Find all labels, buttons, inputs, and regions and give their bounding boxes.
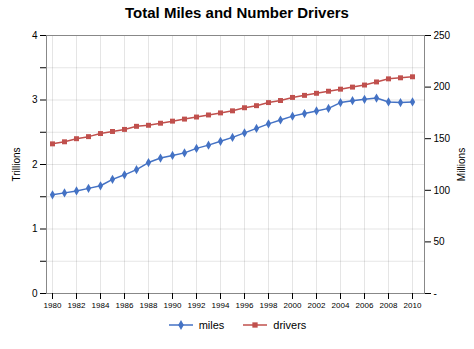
svg-text:150: 150: [434, 133, 451, 144]
svg-text:2002: 2002: [308, 301, 326, 310]
svg-text:2000: 2000: [284, 301, 302, 310]
svg-text:250: 250: [434, 30, 451, 41]
svg-text:Trillions: Trillions: [11, 147, 22, 181]
svg-text:1984: 1984: [92, 301, 110, 310]
svg-text:1988: 1988: [140, 301, 158, 310]
html-text:miles: miles: [198, 319, 225, 331]
svg-text:2008: 2008: [380, 301, 398, 310]
svg-text:1: 1: [32, 223, 38, 234]
svg-text:2010: 2010: [404, 301, 422, 310]
svg-text:4: 4: [32, 30, 38, 41]
svg-text:1998: 1998: [260, 301, 278, 310]
svg-text:1994: 1994: [212, 301, 230, 310]
svg-text:1986: 1986: [116, 301, 134, 310]
html-text:drivers: drivers: [273, 319, 307, 331]
svg-text:1990: 1990: [164, 301, 182, 310]
svg-text:3: 3: [32, 94, 38, 105]
svg-text:1996: 1996: [236, 301, 254, 310]
svg-text:1980: 1980: [44, 301, 62, 310]
svg-text:50: 50: [434, 236, 446, 247]
svg-text:1982: 1982: [68, 301, 86, 310]
svg-text:100: 100: [434, 185, 451, 196]
svg-text:2006: 2006: [356, 301, 374, 310]
svg-text:-: -: [434, 288, 437, 299]
svg-text:0: 0: [32, 288, 38, 299]
svg-text:Millions: Millions: [456, 148, 467, 181]
svg-text:200: 200: [434, 81, 451, 92]
svg-text:1992: 1992: [188, 301, 206, 310]
svg-text:2: 2: [32, 159, 38, 170]
svg-text:2004: 2004: [332, 301, 350, 310]
html-text:Total Miles and Number Drivers: Total Miles and Number Drivers: [125, 4, 349, 21]
